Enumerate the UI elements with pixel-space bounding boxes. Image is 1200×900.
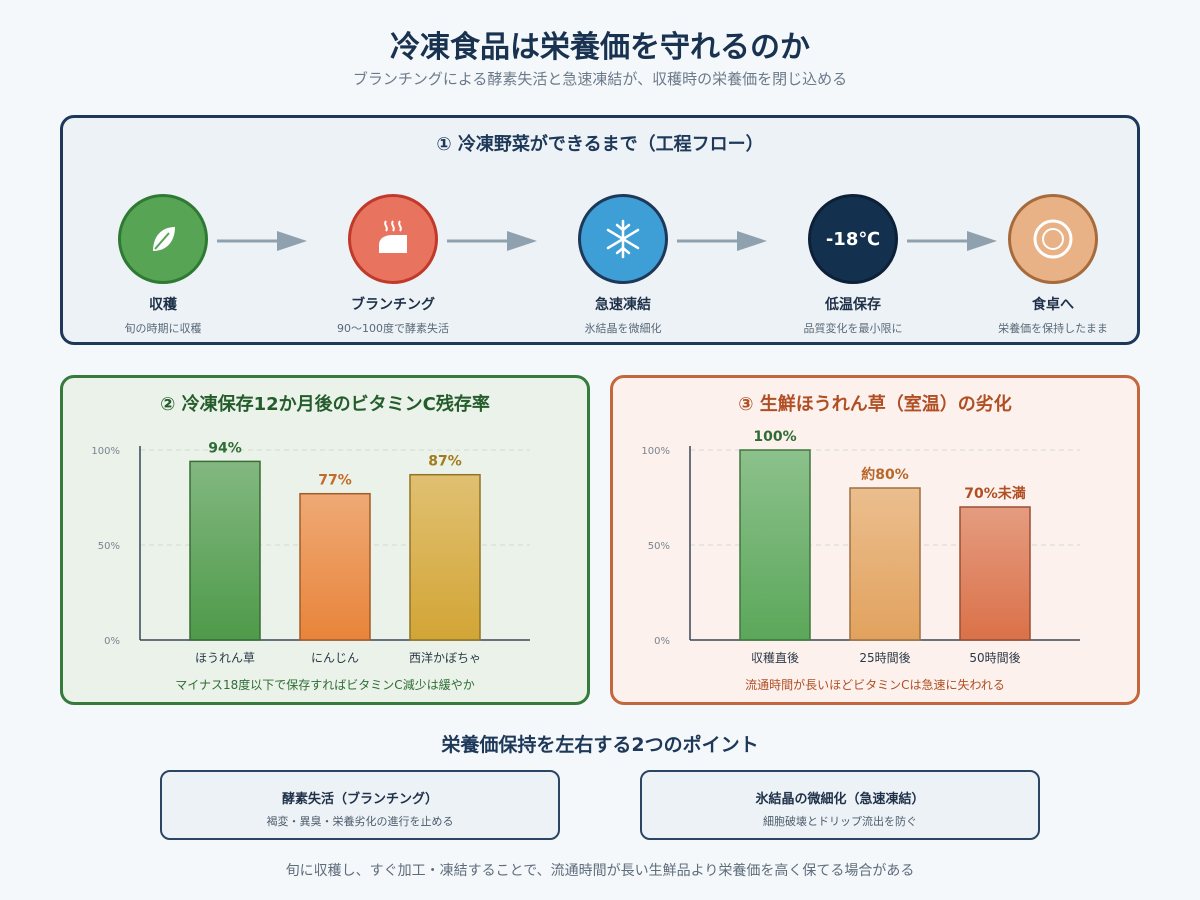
x-tick-label: 西洋かぼちゃ <box>409 650 481 665</box>
step-label: 低温保存 <box>825 297 881 313</box>
chart-title: ③ 生鮮ほうれん草（室温）の劣化 <box>738 394 1012 415</box>
flow-arrow-icon <box>447 231 537 251</box>
chart-note: マイナス18度以下で保存すればビタミンC減少は緩やか <box>175 678 475 692</box>
bar-value-label: 77% <box>318 473 352 489</box>
point-title: 氷結晶の微細化（急速凍結） <box>755 792 925 807</box>
bar-value-label: 100% <box>753 429 796 445</box>
points-title: 栄養価保持を左右する2つのポイント <box>441 734 759 756</box>
step-desc: 品質変化を最小限に <box>803 322 903 335</box>
flow-arrow-icon <box>217 231 307 251</box>
step-label: 食卓へ <box>1032 297 1074 313</box>
point-desc: 褐変・異臭・栄養劣化の進行を止める <box>266 815 454 828</box>
bar <box>739 449 811 641</box>
y-tick-label: 50% <box>648 541 670 552</box>
spinach-degradation-chart-panel: ③ 生鮮ほうれん草（室温）の劣化 0% 50% 100% 100% 収穫直後 約80% 25… <box>610 375 1140 705</box>
footer-note: 旬に収穫し、すぐ加工・凍結することで、流通時間が長い生鮮品より栄養価を高く保てる… <box>285 863 915 879</box>
bar-value-label: 約80% <box>861 466 909 483</box>
vitamin-c-frozen-chart: 0% 50% 100% 94% ほうれん草 77% にんじん 87% 西洋かぼちゃ <box>91 440 530 665</box>
y-tick-label: 0% <box>654 636 670 647</box>
page-title: 冷凍食品は栄養価を守れるのか <box>390 30 810 65</box>
step-desc: 旬の時期に収穫 <box>124 322 202 335</box>
x-tick-label: 25時間後 <box>859 651 910 665</box>
step-label: 収穫 <box>149 297 177 313</box>
chart-note: 流通時間が長いほどビタミンCは急速に失われる <box>745 678 1005 692</box>
bar-value-label: 94% <box>208 440 242 456</box>
flow-arrow-icon <box>677 231 767 251</box>
chart-title: ② 冷凍保存12か月後のビタミンC残存率 <box>160 394 490 415</box>
snowflake-icon <box>578 194 668 284</box>
bar <box>849 487 921 641</box>
step-label: ブランチング <box>351 297 435 313</box>
bar <box>959 506 1031 641</box>
y-tick-label: 0% <box>104 636 120 647</box>
bar <box>299 492 371 641</box>
bar <box>189 460 261 641</box>
temperature-badge: -18℃ <box>808 194 898 284</box>
y-tick-label: 50% <box>98 541 120 552</box>
step-quick-freeze: 急速凍結 氷結晶を微細化 <box>543 194 703 336</box>
flow-title: ① 冷凍野菜ができるまで（工程フロー） <box>436 134 764 155</box>
steaming-pot-icon <box>348 194 438 284</box>
step-label: 急速凍結 <box>595 297 651 313</box>
process-flow-panel: ① 冷凍野菜ができるまで（工程フロー） 収穫 旬の時期に収穫 ブランチング 90… <box>60 115 1140 345</box>
step-desc: 栄養価を保持したまま <box>998 322 1108 335</box>
x-tick-label: 50時間後 <box>969 651 1020 665</box>
bar <box>409 473 481 641</box>
temperature-text: -18℃ <box>825 228 881 250</box>
step-table: 食卓へ 栄養価を保持したまま <box>973 194 1133 336</box>
y-tick-label: 100% <box>91 446 120 457</box>
vitamin-c-frozen-chart-panel: ② 冷凍保存12か月後のビタミンC残存率 0% 50% 100% 94% ほうれん草 77… <box>60 375 590 705</box>
page-subtitle: ブランチングによる酵素失活と急速凍結が、収穫時の栄養価を閉じ込める <box>352 70 848 88</box>
x-tick-label: ほうれん草 <box>195 651 255 665</box>
point-desc: 細胞破壊とドリップ流出を防ぐ <box>763 815 917 828</box>
step-harvest: 収穫 旬の時期に収穫 <box>83 194 243 336</box>
x-tick-label: にんじん <box>311 651 359 665</box>
y-tick-label: 100% <box>641 446 670 457</box>
point-title: 酵素失活（ブランチング） <box>281 792 438 807</box>
leaf-icon <box>118 194 208 284</box>
step-desc: 90〜100度で酵素失活 <box>337 322 449 335</box>
step-blanching: ブランチング 90〜100度で酵素失活 <box>313 194 473 336</box>
flow-arrow-icon <box>907 231 997 251</box>
point-card-enzyme: 酵素失活（ブランチング） 褐変・異臭・栄養劣化の進行を止める <box>160 770 560 840</box>
step-cold-storage: -18℃ 低温保存 品質変化を最小限に <box>773 194 933 336</box>
step-desc: 氷結晶を微細化 <box>584 322 662 335</box>
bar-value-label: 87% <box>428 454 462 470</box>
spinach-degradation-chart: 0% 50% 100% 100% 収穫直後 約80% 25時間後 70%未満 50時間後 <box>641 429 1080 665</box>
point-card-ice-crystal: 氷結晶の微細化（急速凍結） 細胞破壊とドリップ流出を防ぐ <box>640 770 1040 840</box>
x-tick-label: 収穫直後 <box>751 651 799 665</box>
plate-icon <box>1008 194 1098 284</box>
bar-value-label: 70%未満 <box>964 485 1026 502</box>
